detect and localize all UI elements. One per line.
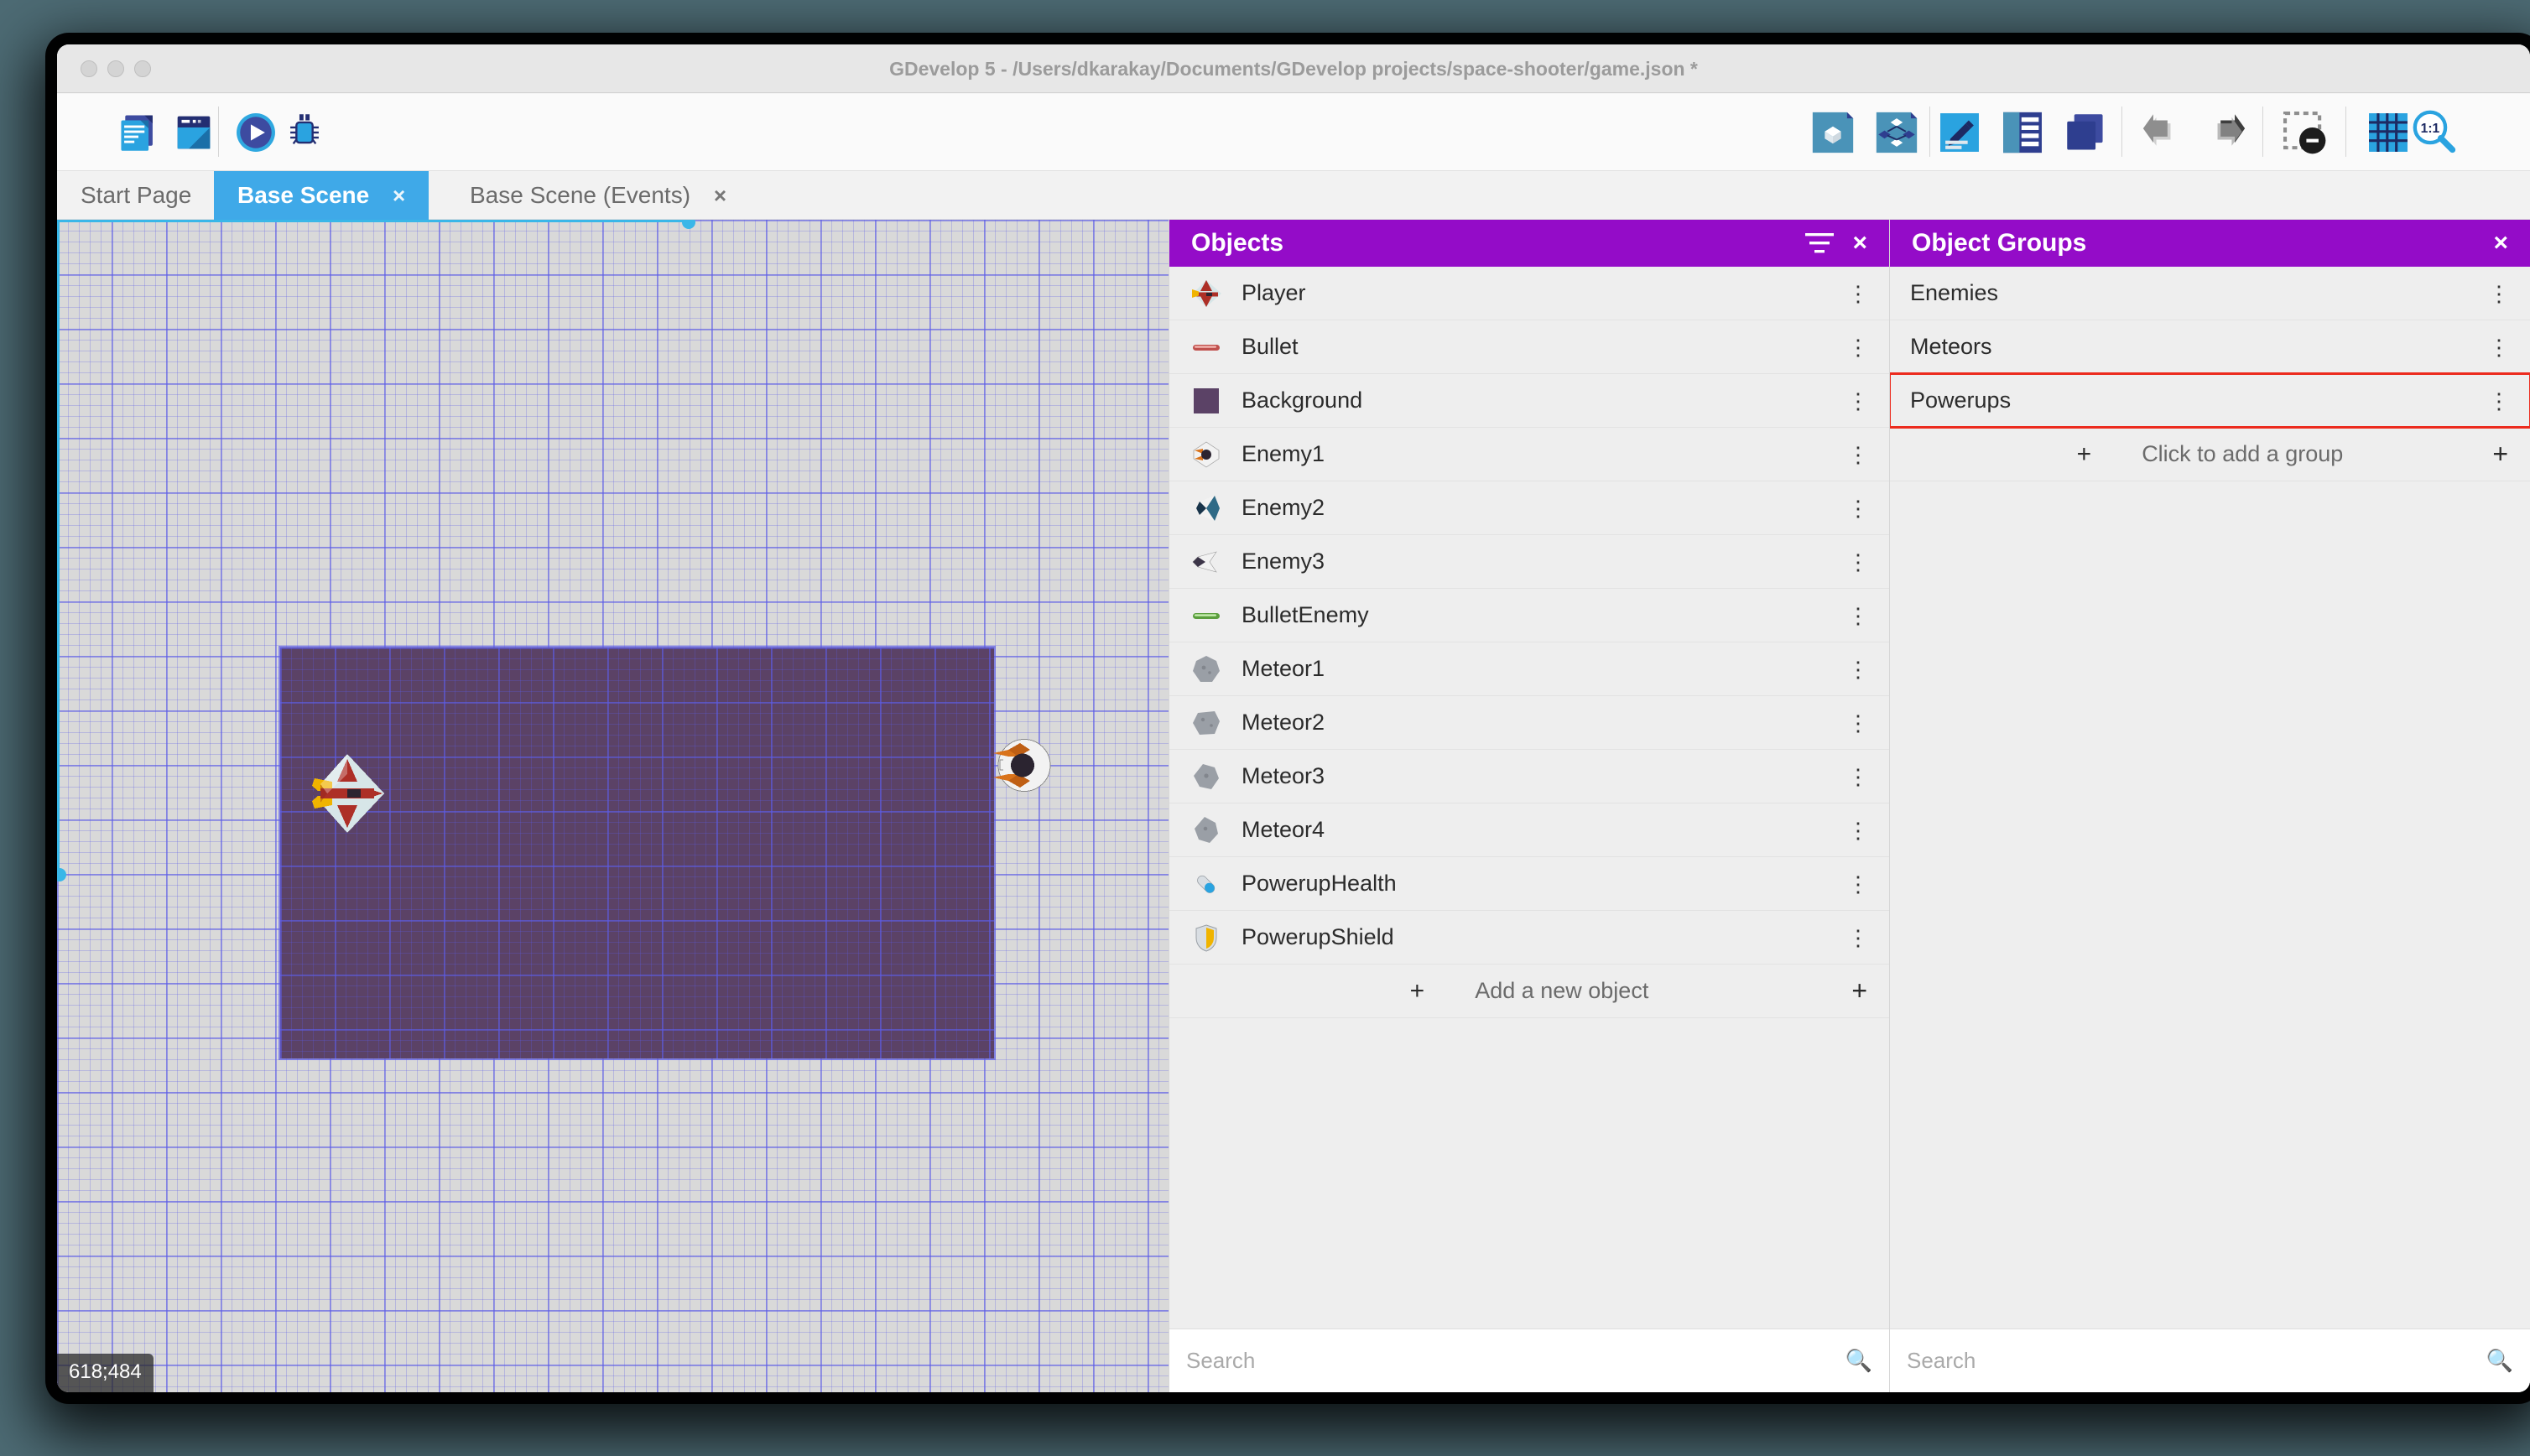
svg-text:1:1: 1:1	[2421, 122, 2440, 136]
